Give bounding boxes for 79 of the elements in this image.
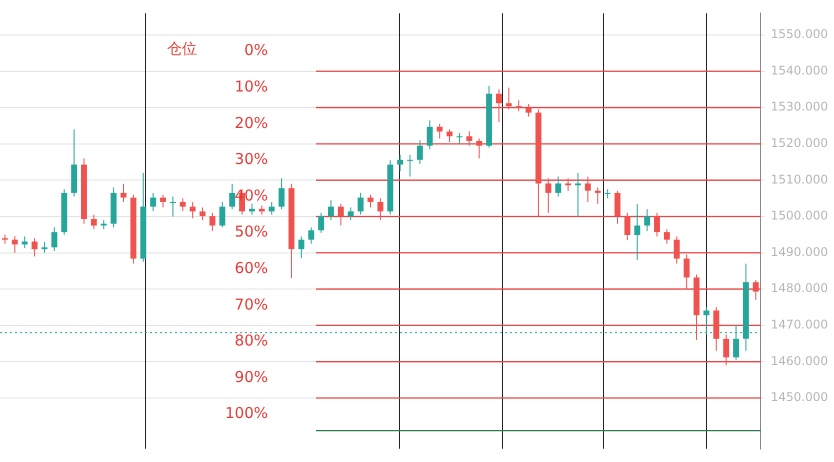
annotation: 80%	[234, 332, 268, 350]
annotation: 60%	[234, 259, 268, 278]
candlestick	[516, 100, 522, 112]
candlestick	[229, 183, 236, 210]
candlestick	[634, 203, 640, 261]
candlestick	[664, 228, 670, 244]
y-tick-label: 1500.000	[770, 208, 828, 223]
candlestick	[368, 194, 374, 208]
y-tick-label: 1540.000	[770, 63, 828, 78]
candlestick	[338, 203, 344, 226]
candlestick	[466, 130, 472, 146]
annotation: 20%	[234, 114, 268, 132]
candlestick	[436, 123, 443, 139]
candlestick	[684, 254, 690, 290]
candlestick	[506, 87, 512, 110]
candlestick	[555, 176, 562, 198]
candlestick	[644, 208, 650, 232]
candlestick	[426, 120, 433, 150]
candlestick	[575, 172, 581, 217]
annotation: 100%	[225, 404, 268, 422]
candlestick	[298, 236, 304, 259]
candlestick	[190, 201, 196, 219]
candlestick	[496, 88, 502, 123]
candlestick	[594, 186, 601, 204]
annotation: 0%	[244, 41, 268, 60]
candlestick	[654, 212, 660, 237]
candlestick	[150, 192, 156, 212]
y-tick-label: 1480.000	[770, 281, 828, 296]
candlestick	[12, 236, 18, 254]
candlestick	[170, 196, 176, 217]
candlestick	[456, 132, 462, 144]
candlestick	[584, 176, 591, 202]
candlestick	[308, 226, 314, 244]
candlestick	[200, 206, 206, 221]
y-tick-label: 1510.000	[770, 172, 828, 186]
y-tick-label: 1550.000	[770, 27, 828, 42]
candlestick	[624, 212, 630, 241]
candlestick	[377, 198, 384, 221]
candlestick	[723, 334, 730, 366]
candlestick	[358, 192, 364, 216]
y-tick-label: 1490.000	[770, 244, 828, 259]
candlestick	[268, 201, 275, 216]
candlestick	[100, 220, 107, 230]
candlestick	[248, 203, 255, 216]
annotation: 10%	[234, 78, 268, 96]
y-tick-label: 1520.000	[770, 136, 828, 150]
candlestick	[526, 103, 532, 118]
candlestick	[545, 178, 552, 214]
candlestick	[32, 238, 38, 257]
candlestick	[22, 236, 28, 249]
y-tick-label: 1450.000	[770, 390, 828, 404]
candlestick	[476, 138, 482, 159]
candlestick	[446, 128, 452, 143]
annotation: 50%	[234, 222, 268, 241]
candlestick	[416, 140, 423, 164]
candlestick	[614, 190, 620, 224]
y-tick-label: 1460.000	[770, 354, 828, 368]
candlestick	[90, 214, 97, 230]
annotation: 30%	[234, 150, 268, 168]
annotation: 90%	[234, 368, 268, 386]
y-tick-label: 1530.000	[770, 100, 828, 114]
candlestick	[752, 280, 759, 300]
candlestick	[278, 178, 285, 210]
candlestick	[565, 178, 572, 192]
candlestick	[674, 236, 680, 264]
candlestick	[219, 201, 226, 228]
annotation: 70%	[234, 295, 268, 314]
candlestick	[51, 226, 58, 252]
candlestick	[397, 154, 404, 172]
candlestick	[604, 188, 611, 199]
candlestick	[328, 200, 334, 221]
candlestick	[120, 183, 126, 202]
y-tick-label: 1470.000	[770, 318, 828, 332]
candlestick	[209, 212, 216, 232]
candlestick	[407, 154, 413, 178]
candlestick	[258, 205, 265, 216]
candlestick	[160, 194, 166, 208]
annotation: 仓位	[167, 39, 198, 58]
candlestick	[318, 212, 324, 234]
